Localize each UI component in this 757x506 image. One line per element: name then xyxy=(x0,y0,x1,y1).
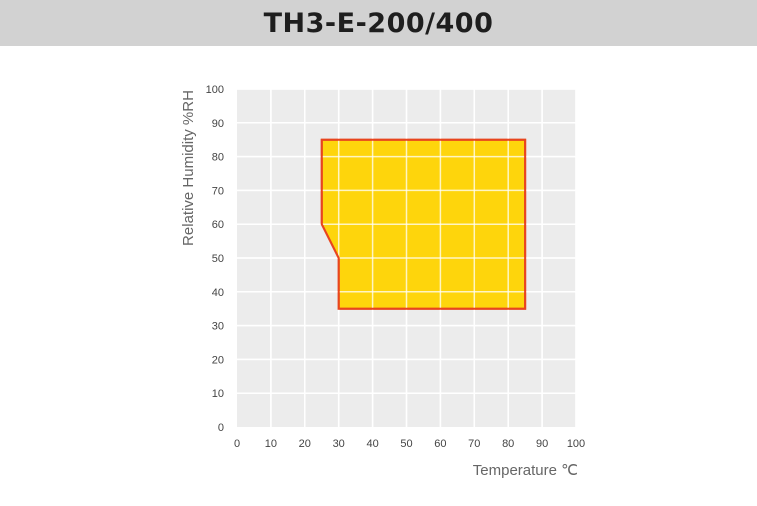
x-axis-title: Temperature ℃ xyxy=(473,462,578,479)
x-tick-label: 80 xyxy=(502,438,514,450)
x-tick-label: 70 xyxy=(468,438,480,450)
y-tick-label: 0 xyxy=(218,422,224,434)
y-tick-label: 50 xyxy=(212,253,224,265)
x-tick-label: 10 xyxy=(265,438,277,450)
x-axis-ticks: 0 10 20 30 40 50 60 70 80 90 100 xyxy=(234,438,585,450)
operating-range-outline xyxy=(320,138,527,310)
y-tick-label: 40 xyxy=(212,287,224,299)
y-tick-label: 70 xyxy=(212,185,224,197)
x-tick-label: 90 xyxy=(536,438,548,450)
y-tick-label: 60 xyxy=(212,219,224,231)
x-tick-label: 40 xyxy=(366,438,378,450)
y-tick-label: 30 xyxy=(212,321,224,333)
y-tick-label: 80 xyxy=(212,152,224,164)
x-tick-label: 60 xyxy=(434,438,446,450)
y-axis-ticks: 0 10 20 30 40 50 60 70 80 90 100 xyxy=(206,84,224,434)
x-tick-label: 0 xyxy=(234,438,240,450)
header-bar: TH3-E-200/400 xyxy=(0,0,757,46)
y-tick-label: 100 xyxy=(206,84,224,96)
x-tick-label: 50 xyxy=(400,438,412,450)
y-tick-label: 20 xyxy=(212,354,224,366)
x-tick-label: 100 xyxy=(567,438,585,450)
y-axis-title: Relative Humidity %RH xyxy=(180,90,197,246)
grid-overlay xyxy=(237,88,577,427)
x-tick-label: 30 xyxy=(333,438,345,450)
y-tick-label: 10 xyxy=(212,388,224,400)
x-tick-label: 20 xyxy=(299,438,311,450)
page-title: TH3-E-200/400 xyxy=(263,7,494,39)
y-tick-label: 90 xyxy=(212,118,224,130)
